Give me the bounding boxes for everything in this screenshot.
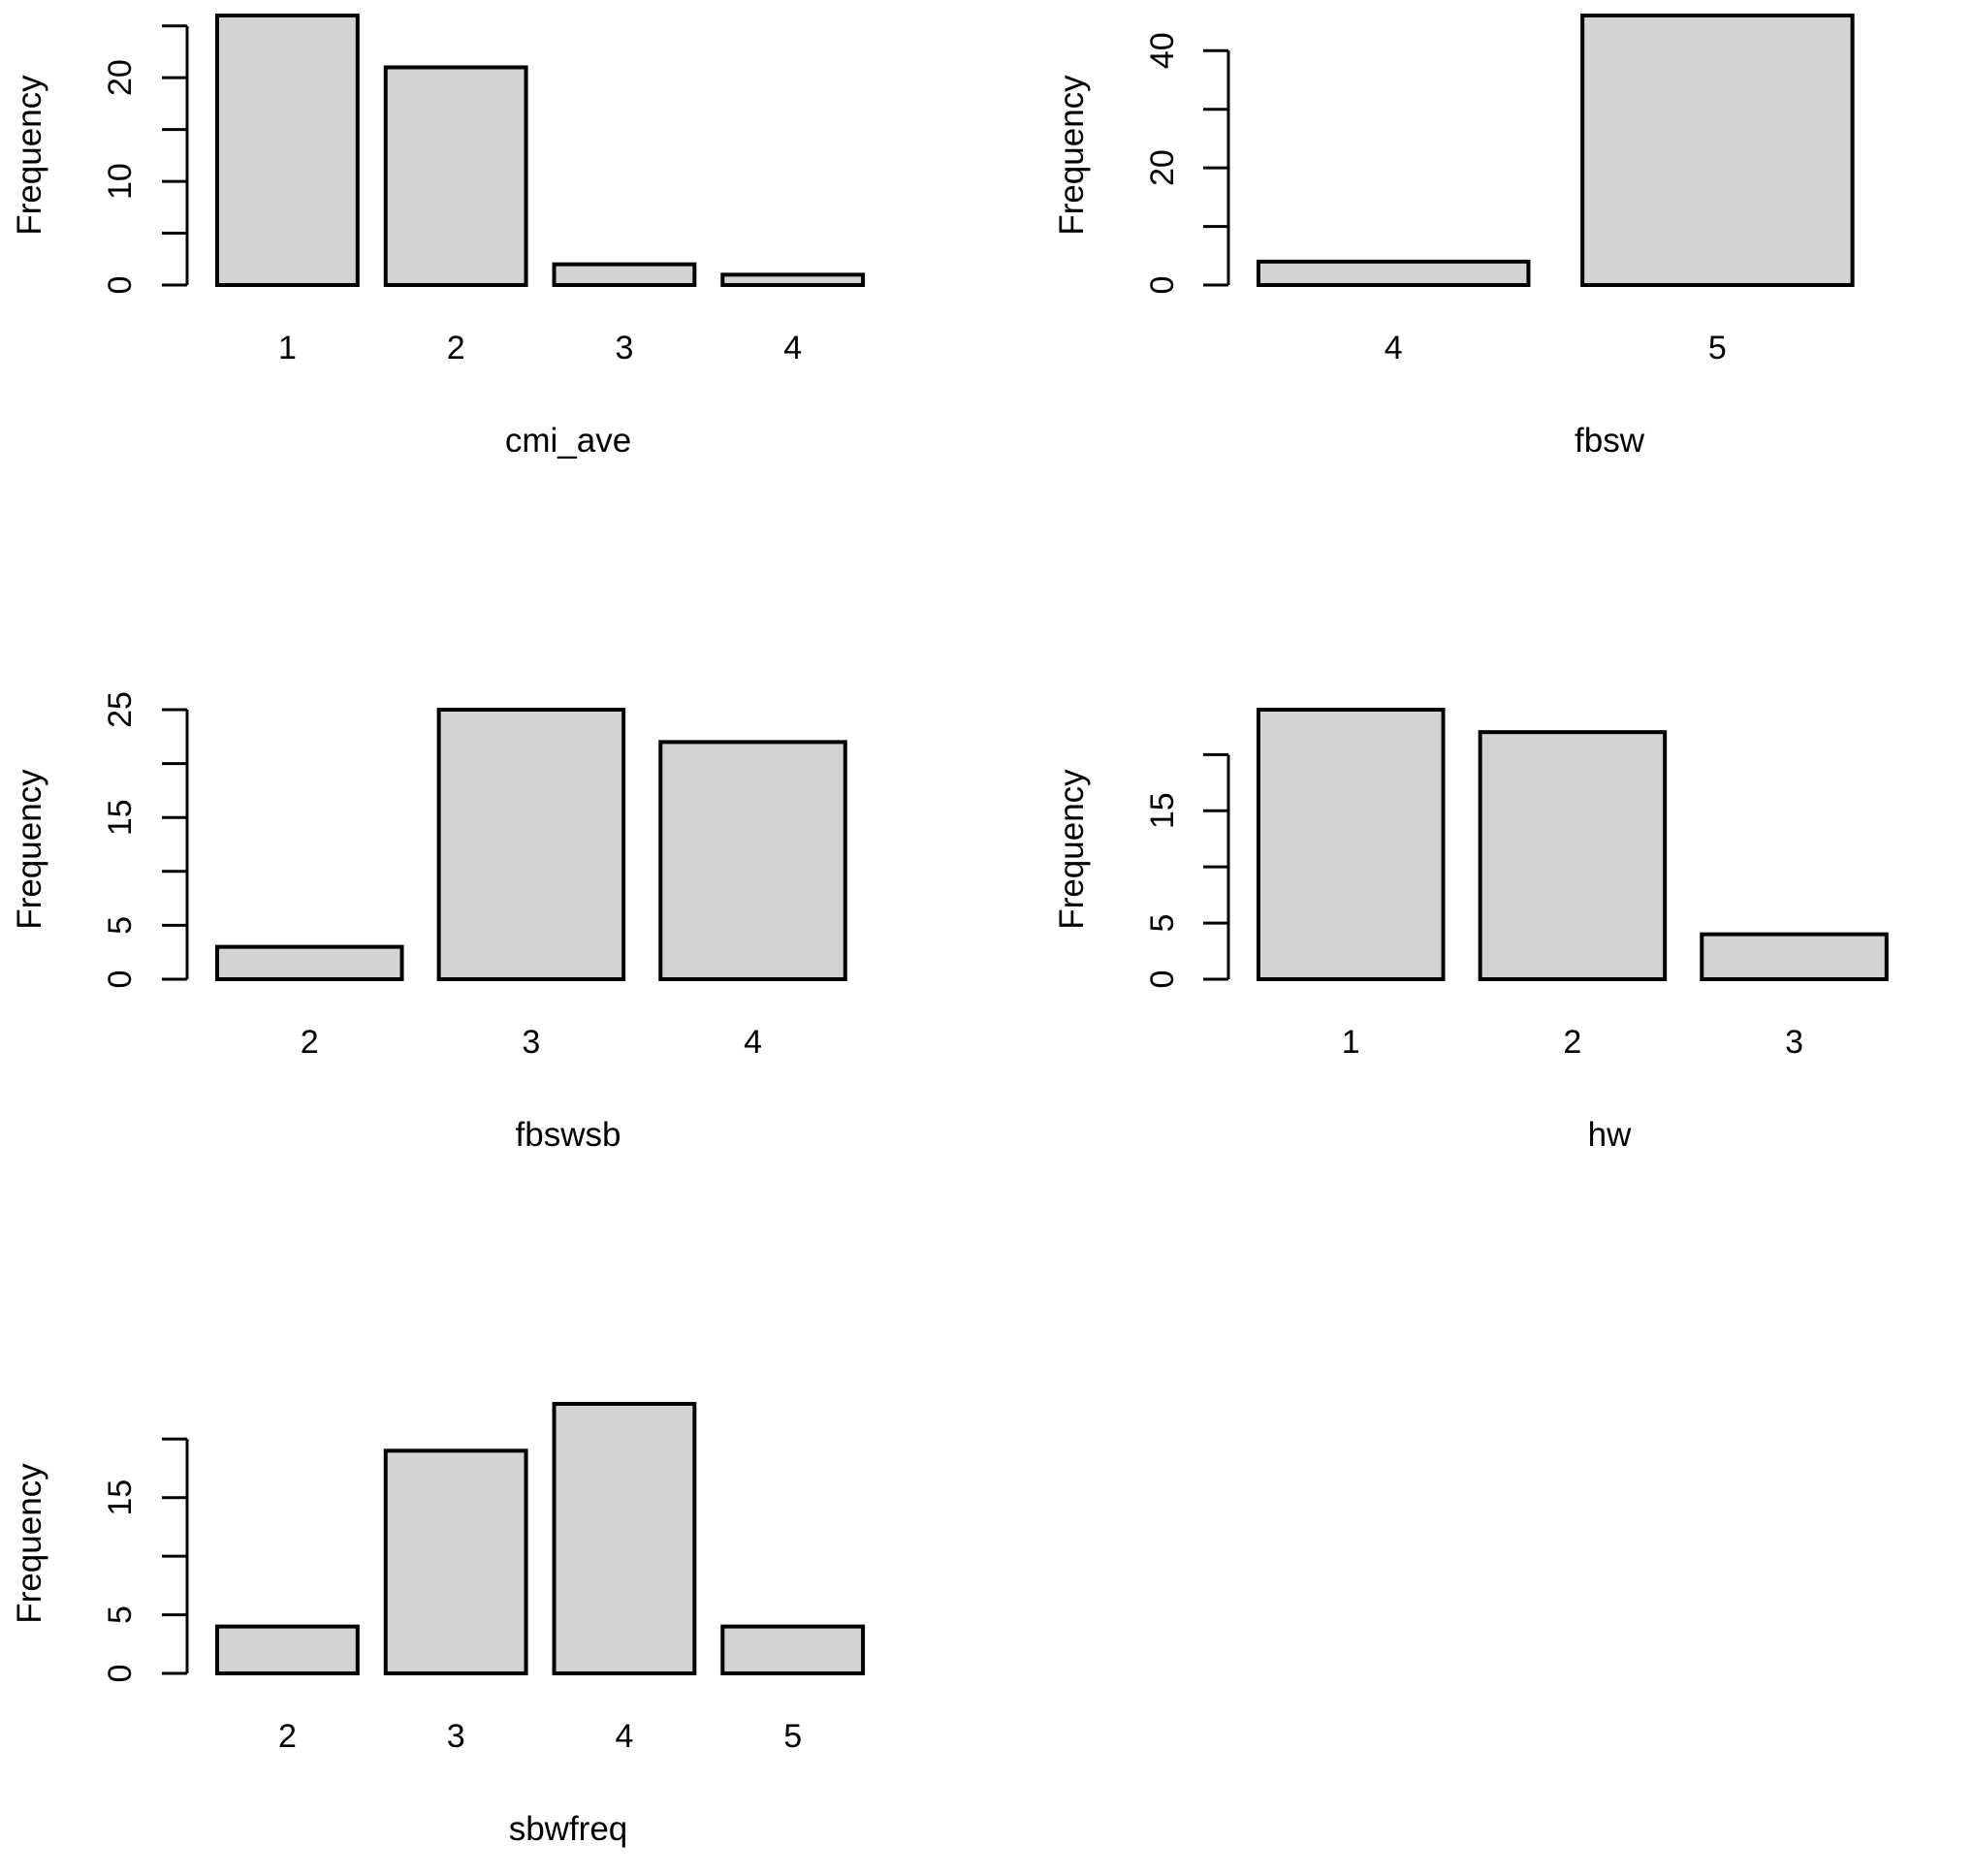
y-tick-label: 0 xyxy=(1144,970,1181,989)
y-tick-label: 0 xyxy=(102,276,139,295)
y-tick-label: 25 xyxy=(102,691,139,728)
chart-panel-hw: 1 2 3 0 5 15 Frequency hw xyxy=(1053,708,1889,1154)
x-tick-label: 3 xyxy=(615,330,633,366)
y-tick-label: 0 xyxy=(102,970,139,989)
bar-sbwfreq-5 xyxy=(720,1624,866,1676)
x-tick-label: 2 xyxy=(1563,1024,1581,1061)
bar-fbswsb-3 xyxy=(436,708,626,981)
bar-sbwfreq-2 xyxy=(215,1624,360,1676)
x-axis-title: fbsw xyxy=(1575,422,1645,460)
y-axis-title: Frequency xyxy=(11,1463,48,1624)
x-tick-label: 3 xyxy=(522,1024,540,1061)
bar-fbswsb-4 xyxy=(658,740,847,981)
bar-fbsw-5 xyxy=(1580,14,1855,287)
x-axis-title: fbswsb xyxy=(516,1116,621,1154)
y-tick-label: 10 xyxy=(102,163,139,200)
x-tick-label: 4 xyxy=(1385,330,1403,366)
y-tick-label: 0 xyxy=(1144,276,1181,295)
y-tick-label: 15 xyxy=(1144,792,1181,829)
x-tick-label: 1 xyxy=(278,330,297,366)
y-tick-label: 5 xyxy=(102,1606,139,1624)
y-tick-label: 20 xyxy=(1144,149,1181,186)
x-tick-label: 2 xyxy=(301,1024,319,1061)
y-tick-label: 5 xyxy=(1144,914,1181,933)
bar-fbsw-4 xyxy=(1257,259,1531,287)
x-tick-label: 4 xyxy=(783,330,802,366)
y-tick-label: 15 xyxy=(102,1479,139,1516)
chart-panel-sbwfreq: 2 3 4 5 0 5 15 Frequency sbwfreq xyxy=(11,1402,866,1848)
bar-cmi_ave-2 xyxy=(383,65,528,288)
x-tick-label: 2 xyxy=(447,330,465,366)
y-axis-title: Frequency xyxy=(11,75,48,236)
x-tick-label: 5 xyxy=(1708,330,1727,366)
bar-hw-3 xyxy=(1700,932,1889,982)
x-axis-title: cmi_ave xyxy=(505,422,631,460)
bar-sbwfreq-3 xyxy=(383,1448,528,1675)
x-tick-label: 4 xyxy=(615,1718,633,1755)
bar-fbswsb-2 xyxy=(215,944,404,982)
chart-panel-fbswsb: 2 3 4 0 5 15 25 Frequency fbswsb xyxy=(11,691,847,1154)
bar-hw-1 xyxy=(1257,708,1446,981)
y-tick-label: 0 xyxy=(102,1665,139,1683)
x-axis-title: hw xyxy=(1588,1116,1632,1154)
y-tick-label: 20 xyxy=(102,59,139,96)
chart-panel-cmi_ave: 1 2 3 4 0 10 20 Frequency cmi_ave xyxy=(11,14,866,460)
bar-hw-2 xyxy=(1478,730,1668,982)
x-tick-label: 2 xyxy=(278,1718,297,1755)
y-tick-label: 5 xyxy=(102,916,139,935)
bar-cmi_ave-3 xyxy=(552,262,697,288)
x-tick-label: 3 xyxy=(447,1718,465,1755)
y-axis-title: Frequency xyxy=(1053,75,1091,236)
x-tick-label: 5 xyxy=(783,1718,802,1755)
x-tick-label: 3 xyxy=(1785,1024,1803,1061)
y-axis-title: Frequency xyxy=(1053,769,1091,930)
x-tick-label: 1 xyxy=(1342,1024,1360,1061)
y-tick-label: 40 xyxy=(1144,32,1181,69)
x-tick-label: 4 xyxy=(744,1024,762,1061)
y-axis-title: Frequency xyxy=(11,769,48,930)
y-tick-label: 15 xyxy=(102,799,139,836)
bar-sbwfreq-4 xyxy=(552,1402,697,1675)
chart-panel-fbsw: 4 5 0 20 40 Frequency fbsw xyxy=(1053,14,1855,460)
bar-cmi_ave-1 xyxy=(215,14,360,287)
bar-cmi_ave-4 xyxy=(720,272,866,287)
x-axis-title: sbwfreq xyxy=(509,1810,628,1848)
